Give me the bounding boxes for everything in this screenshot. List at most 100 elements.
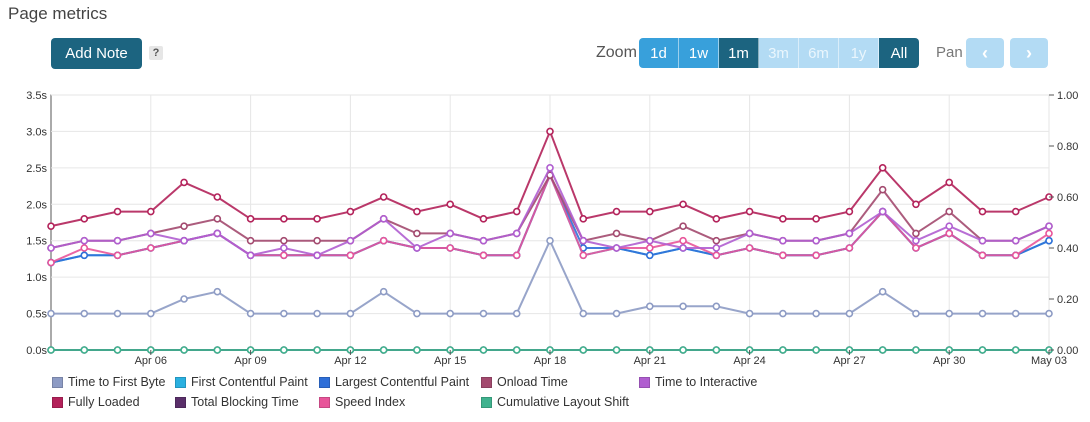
data-point-onload[interactable] bbox=[945, 207, 954, 216]
data-point-cls[interactable] bbox=[313, 346, 321, 354]
data-point-ttfb[interactable] bbox=[579, 309, 588, 318]
data-point-onload[interactable] bbox=[912, 229, 920, 238]
data-point-cls[interactable] bbox=[579, 346, 588, 354]
data-point-cls[interactable] bbox=[779, 346, 787, 354]
data-point-fully[interactable] bbox=[945, 178, 954, 187]
data-point-ttfb[interactable] bbox=[812, 309, 820, 318]
data-point-tti[interactable] bbox=[379, 215, 388, 223]
data-point-si[interactable] bbox=[379, 236, 388, 245]
data-point-si[interactable] bbox=[712, 251, 721, 260]
data-point-si[interactable] bbox=[1011, 251, 1020, 260]
data-point-onload[interactable] bbox=[246, 236, 255, 245]
data-point-fully[interactable] bbox=[745, 207, 754, 216]
data-point-onload[interactable] bbox=[612, 229, 621, 238]
data-point-si[interactable] bbox=[346, 251, 355, 260]
legend-item-lcp[interactable]: Largest Contentful Paint bbox=[319, 375, 469, 389]
data-point-fully[interactable] bbox=[280, 215, 288, 223]
data-point-si[interactable] bbox=[113, 251, 122, 260]
data-point-tti[interactable] bbox=[413, 244, 421, 252]
data-point-fully[interactable] bbox=[446, 200, 455, 209]
data-point-tti[interactable] bbox=[712, 244, 721, 252]
data-point-si[interactable] bbox=[80, 244, 89, 252]
zoom-3m-button[interactable]: 3m bbox=[759, 38, 799, 68]
data-point-onload[interactable] bbox=[413, 229, 421, 238]
legend-item-onload[interactable]: Onload Time bbox=[481, 375, 568, 389]
data-point-si[interactable] bbox=[147, 244, 155, 252]
data-point-cls[interactable] bbox=[379, 346, 388, 354]
data-point-tti[interactable] bbox=[812, 236, 820, 245]
zoom-1m-button[interactable]: 1m bbox=[719, 38, 759, 68]
data-point-fully[interactable] bbox=[878, 164, 887, 172]
data-point-fully[interactable] bbox=[612, 207, 621, 216]
zoom-6m-button[interactable]: 6m bbox=[799, 38, 839, 68]
data-point-tti[interactable] bbox=[878, 207, 887, 216]
data-point-ttfb[interactable] bbox=[80, 309, 89, 318]
legend-item-ttfb[interactable]: Time to First Byte bbox=[52, 375, 165, 389]
data-point-tti[interactable] bbox=[912, 236, 920, 245]
data-point-lcp[interactable] bbox=[1045, 236, 1053, 245]
data-point-cls[interactable] bbox=[978, 346, 987, 354]
data-point-si[interactable] bbox=[47, 258, 55, 267]
data-point-onload[interactable] bbox=[878, 185, 887, 194]
data-point-ttfb[interactable] bbox=[978, 309, 987, 318]
data-point-si[interactable] bbox=[280, 251, 288, 260]
data-point-cls[interactable] bbox=[479, 346, 488, 354]
data-point-fully[interactable] bbox=[978, 207, 987, 216]
data-point-fully[interactable] bbox=[113, 207, 122, 216]
data-point-lcp[interactable] bbox=[80, 251, 89, 260]
data-point-fully[interactable] bbox=[845, 207, 854, 216]
pan-left-button[interactable]: ‹ bbox=[966, 38, 1004, 68]
data-point-ttfb[interactable] bbox=[712, 302, 721, 311]
data-point-fully[interactable] bbox=[313, 215, 321, 223]
data-point-ttfb[interactable] bbox=[213, 287, 222, 296]
data-point-tti[interactable] bbox=[180, 236, 188, 245]
data-point-onload[interactable] bbox=[313, 236, 321, 245]
data-point-tti[interactable] bbox=[612, 244, 621, 252]
data-point-fully[interactable] bbox=[180, 178, 188, 187]
legend-item-si[interactable]: Speed Index bbox=[319, 395, 405, 409]
data-point-ttfb[interactable] bbox=[113, 309, 122, 318]
data-point-onload[interactable] bbox=[180, 222, 188, 230]
data-point-si[interactable] bbox=[845, 244, 854, 252]
data-point-tti[interactable] bbox=[645, 236, 654, 245]
data-point-tti[interactable] bbox=[47, 244, 55, 252]
add-note-button[interactable]: Add Note bbox=[51, 38, 142, 69]
data-point-cls[interactable] bbox=[280, 346, 288, 354]
zoom-all-button[interactable]: All bbox=[879, 38, 919, 68]
data-point-ttfb[interactable] bbox=[779, 309, 787, 318]
data-point-fully[interactable] bbox=[246, 215, 255, 223]
data-point-ttfb[interactable] bbox=[413, 309, 421, 318]
data-point-fully[interactable] bbox=[779, 215, 787, 223]
data-point-ttfb[interactable] bbox=[1045, 309, 1053, 318]
data-point-onload[interactable] bbox=[213, 215, 222, 223]
data-point-tti[interactable] bbox=[978, 236, 987, 245]
data-point-ttfb[interactable] bbox=[446, 309, 455, 318]
data-point-cls[interactable] bbox=[712, 346, 721, 354]
data-point-tti[interactable] bbox=[246, 251, 255, 260]
data-point-fully[interactable] bbox=[712, 215, 721, 223]
data-point-tti[interactable] bbox=[1045, 222, 1053, 230]
data-point-fully[interactable] bbox=[479, 215, 488, 223]
data-point-fully[interactable] bbox=[1011, 207, 1020, 216]
data-point-si[interactable] bbox=[978, 251, 987, 260]
data-point-tti[interactable] bbox=[512, 229, 521, 238]
data-point-tti[interactable] bbox=[313, 251, 321, 260]
data-point-ttfb[interactable] bbox=[313, 309, 321, 318]
pan-right-button[interactable]: › bbox=[1010, 38, 1048, 68]
data-point-ttfb[interactable] bbox=[246, 309, 255, 318]
data-point-cls[interactable] bbox=[413, 346, 421, 354]
data-point-fully[interactable] bbox=[645, 207, 654, 216]
data-point-tti[interactable] bbox=[945, 222, 954, 230]
data-point-tti[interactable] bbox=[779, 236, 787, 245]
legend-item-cls[interactable]: Cumulative Layout Shift bbox=[481, 395, 629, 409]
data-point-cls[interactable] bbox=[878, 346, 887, 354]
data-point-lcp[interactable] bbox=[645, 251, 654, 260]
data-point-tti[interactable] bbox=[280, 244, 288, 252]
data-point-tti[interactable] bbox=[213, 229, 222, 238]
data-point-ttfb[interactable] bbox=[346, 309, 355, 318]
data-point-tti[interactable] bbox=[845, 229, 854, 238]
data-point-ttfb[interactable] bbox=[47, 309, 55, 318]
data-point-si[interactable] bbox=[679, 236, 687, 245]
data-point-cls[interactable] bbox=[612, 346, 621, 354]
data-point-tti[interactable] bbox=[479, 236, 488, 245]
